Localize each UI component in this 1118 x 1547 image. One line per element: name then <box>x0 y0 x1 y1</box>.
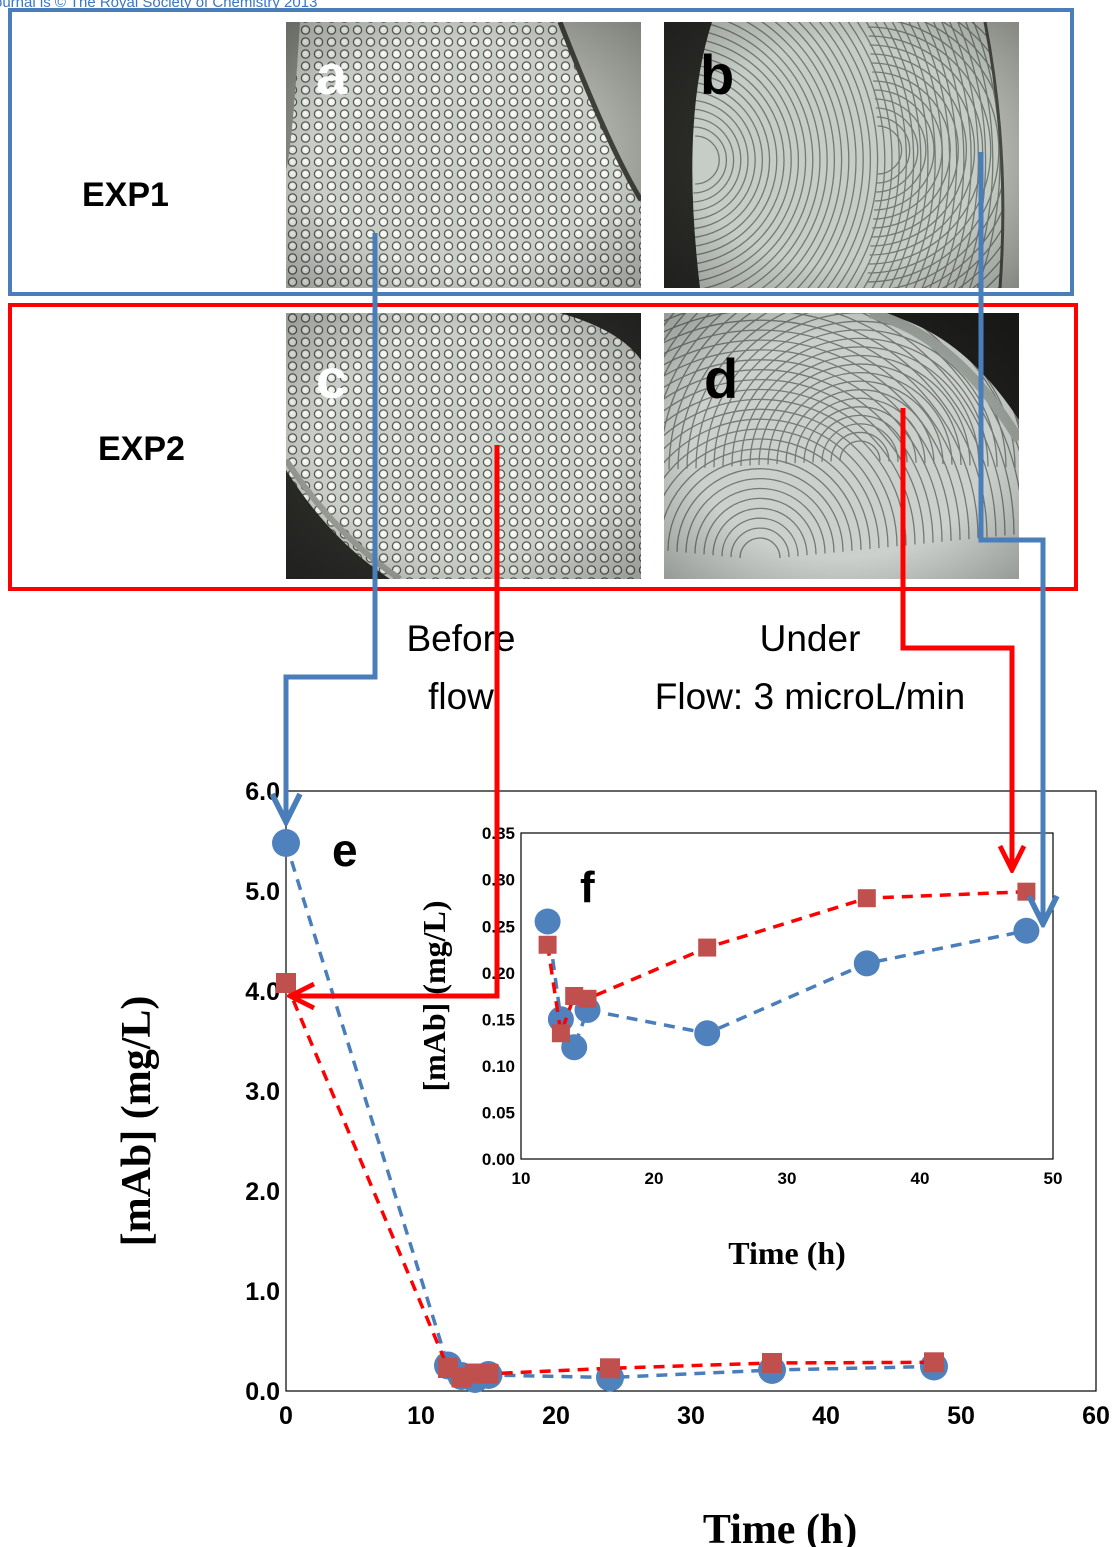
y-tick-label: 0.10 <box>482 1057 515 1076</box>
data-point-circle <box>853 950 880 977</box>
chart-f-plot-area <box>520 832 1054 1160</box>
micrograph-a <box>286 22 641 288</box>
y-tick-label: 0.0 <box>245 1378 280 1406</box>
x-tick-label: 30 <box>677 1402 705 1430</box>
caption-before-line2: flow <box>428 676 494 717</box>
connector-arrows <box>286 152 1043 996</box>
journal-header: ournal is © The Royal Society of Chemist… <box>0 0 318 11</box>
panel-letter-e: e <box>332 824 358 876</box>
x-tick-label: 30 <box>778 1169 797 1188</box>
panel-letter-c: c <box>316 347 347 410</box>
x-tick-label: 50 <box>1044 1169 1063 1188</box>
data-point-square <box>276 973 296 993</box>
y-tick-label: 5.0 <box>245 878 280 906</box>
caption-under-line1: Under <box>759 618 861 659</box>
row-label-exp2: EXP2 <box>98 430 185 468</box>
y-tick-label: 0.00 <box>482 1150 515 1169</box>
data-point-square <box>600 1358 620 1379</box>
arrow-red-d-to-f <box>900 408 1012 870</box>
arrow-blue-b-to-f <box>978 152 1043 924</box>
arrow-red-c-to-e <box>290 445 500 996</box>
x-tick-label: 10 <box>407 1402 435 1430</box>
data-point-circle <box>534 908 561 935</box>
data-point-circle <box>272 829 300 857</box>
x-axis-title: Time (h) <box>728 1235 846 1271</box>
y-axis-title: [mAb] (mg/L) <box>114 996 160 1247</box>
arrow-blue-a-to-e <box>286 233 378 822</box>
panel-letter-f: f <box>580 863 595 912</box>
x-tick-label: 20 <box>542 1402 570 1430</box>
x-tick-label: 40 <box>812 1402 840 1430</box>
y-tick-label: 0.15 <box>482 1010 515 1029</box>
y-tick-label: 1.0 <box>245 1278 280 1306</box>
exp2-box <box>8 303 1078 591</box>
y-tick-label: 3.0 <box>245 1078 280 1106</box>
data-point-square <box>1017 882 1036 901</box>
panel-letter-b: b <box>700 43 734 106</box>
chart-e: 0.0 1.0 2.0 3.0 4.0 5.0 6.0 0 10 20 30 40 50 60 Time (… <box>114 778 1110 1547</box>
panel-letter-a: a <box>316 43 348 106</box>
micrograph-b <box>664 22 1019 288</box>
x-tick-label: 0 <box>279 1402 293 1430</box>
x-tick-label: 40 <box>911 1169 930 1188</box>
micrograph-c <box>286 313 641 579</box>
x-tick-label: 60 <box>1082 1402 1110 1430</box>
data-point-square <box>478 1363 499 1384</box>
data-point-circle <box>1013 917 1040 944</box>
y-tick-label: 6.0 <box>245 778 280 806</box>
data-point-square <box>857 889 876 908</box>
data-point-square <box>698 938 717 957</box>
data-point-circle <box>694 1020 721 1047</box>
row-label-exp1: EXP1 <box>82 176 169 214</box>
exp1-box <box>8 8 1074 296</box>
y-tick-label: 4.0 <box>245 978 280 1006</box>
y-tick-label: 2.0 <box>245 1178 280 1206</box>
micrograph-d <box>664 313 1019 579</box>
x-tick-label: 50 <box>947 1402 975 1430</box>
panel-letter-d: d <box>704 347 738 410</box>
data-point-square <box>578 989 597 1008</box>
x-tick-label: 10 <box>512 1169 531 1188</box>
data-point-square <box>551 1024 570 1043</box>
chart-f-background <box>520 833 1054 1159</box>
data-point-square <box>924 1352 944 1373</box>
data-point-square <box>538 935 557 954</box>
x-axis-title: Time (h) <box>703 1507 857 1547</box>
x-tick-label: 20 <box>645 1169 664 1188</box>
caption-under-line2: Flow: 3 microL/min <box>654 676 966 717</box>
data-point-square <box>762 1353 782 1373</box>
y-tick-label: 0.05 <box>482 1104 515 1123</box>
